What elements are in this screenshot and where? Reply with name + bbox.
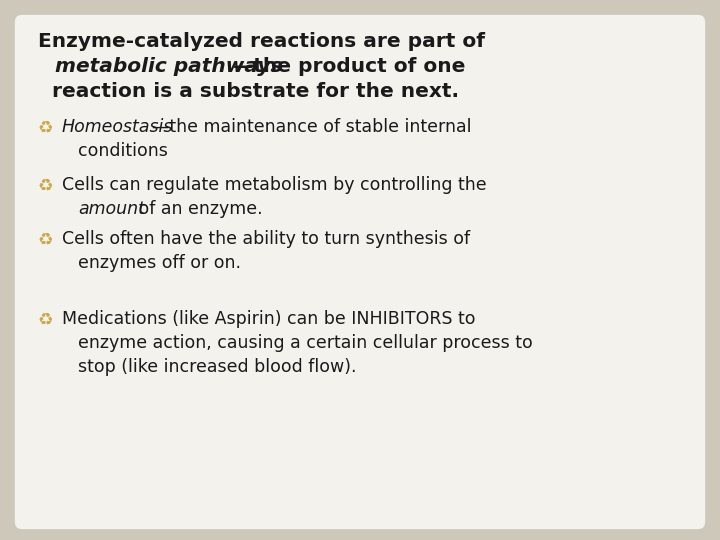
Text: metabolic pathways: metabolic pathways xyxy=(55,57,282,76)
Text: Cells can regulate metabolism by controlling the: Cells can regulate metabolism by control… xyxy=(62,176,487,194)
Text: —the maintenance of stable internal: —the maintenance of stable internal xyxy=(152,118,472,136)
Text: ♻: ♻ xyxy=(38,230,53,248)
Text: ♻: ♻ xyxy=(38,310,53,328)
Text: enzymes off or on.: enzymes off or on. xyxy=(78,254,241,272)
Text: Homeostasis: Homeostasis xyxy=(62,118,174,136)
Text: Cells often have the ability to turn synthesis of: Cells often have the ability to turn syn… xyxy=(62,230,470,248)
Text: stop (like increased blood flow).: stop (like increased blood flow). xyxy=(78,358,356,376)
FancyBboxPatch shape xyxy=(14,14,706,530)
Text: Enzyme-catalyzed reactions are part of: Enzyme-catalyzed reactions are part of xyxy=(38,32,485,51)
Text: reaction is a substrate for the next.: reaction is a substrate for the next. xyxy=(38,82,459,101)
Text: conditions: conditions xyxy=(78,142,168,160)
Text: ♻: ♻ xyxy=(38,176,53,194)
Text: amount: amount xyxy=(78,200,145,218)
Text: ♻: ♻ xyxy=(38,118,53,136)
Text: —the product of one: —the product of one xyxy=(233,57,465,76)
Text: enzyme action, causing a certain cellular process to: enzyme action, causing a certain cellula… xyxy=(78,334,533,352)
Text: of an enzyme.: of an enzyme. xyxy=(133,200,263,218)
Text: Medications (like Aspirin) can be INHIBITORS to: Medications (like Aspirin) can be INHIBI… xyxy=(62,310,475,328)
